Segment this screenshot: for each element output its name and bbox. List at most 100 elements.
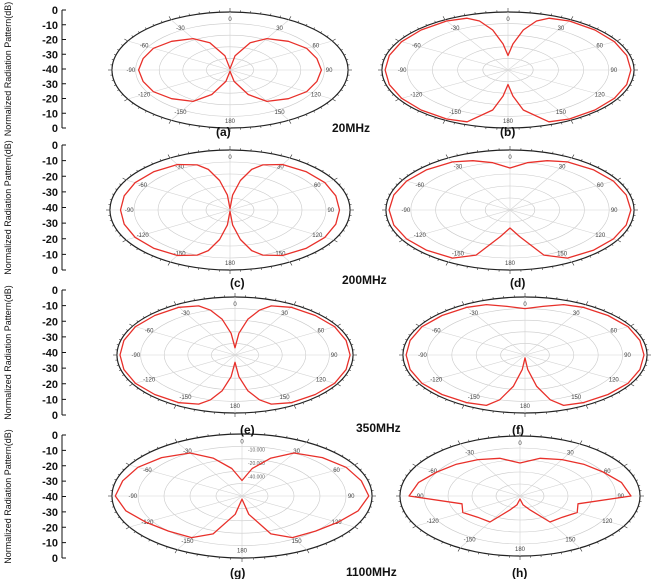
outer-tick-mark xyxy=(453,305,456,308)
outer-tick-mark xyxy=(203,296,205,300)
y-tick-label: -40 xyxy=(42,348,58,360)
y-axis-label: Normalized Radiation Pattern(dB) xyxy=(3,429,13,564)
outer-tick-mark xyxy=(125,462,130,466)
outer-tick-mark xyxy=(639,374,642,376)
outer-tick-mark xyxy=(445,261,449,266)
outer-tick-mark xyxy=(173,301,177,305)
outer-tick-mark xyxy=(167,261,171,266)
outer-tick-mark xyxy=(331,388,334,390)
outer-tick-mark xyxy=(122,468,125,471)
outer-tick-mark xyxy=(626,89,629,91)
outer-tick-mark xyxy=(630,323,635,327)
outer-tick-mark xyxy=(395,38,400,42)
outer-tick-mark xyxy=(152,23,155,26)
outer-tick-mark xyxy=(629,54,632,56)
outer-tick-mark xyxy=(306,162,309,165)
outer-tick-mark xyxy=(117,516,120,519)
outer-tick-mark xyxy=(571,261,575,266)
angle-tick-label: 90 xyxy=(624,353,631,359)
outer-tick-mark xyxy=(449,544,452,547)
angle-tick-label: 30 xyxy=(281,311,288,317)
outer-tick-mark xyxy=(550,436,552,439)
outer-tick-mark xyxy=(588,114,591,117)
outer-tick-mark xyxy=(184,300,186,303)
outer-tick-mark xyxy=(570,120,574,124)
outer-tick-mark xyxy=(341,379,344,381)
angle-tick-label: 90 xyxy=(331,353,338,359)
outer-tick-mark xyxy=(566,409,568,412)
angle-tick-label: -60 xyxy=(145,329,154,335)
outer-tick-mark xyxy=(488,436,490,439)
radiation-pattern-curve-e xyxy=(119,305,351,405)
outer-tick-mark xyxy=(597,252,600,255)
outer-tick-mark xyxy=(316,546,318,549)
outer-tick-mark xyxy=(133,459,136,461)
outer-tick-mark xyxy=(618,316,621,318)
grid-spoke xyxy=(175,304,295,406)
outer-tick-mark xyxy=(442,120,446,124)
outer-tick-mark xyxy=(419,530,422,532)
outer-tick-mark xyxy=(126,329,129,331)
angle-tick-label: 30 xyxy=(573,311,580,317)
outer-tick-mark xyxy=(321,169,324,172)
outer-tick-mark xyxy=(333,450,336,453)
y-tick-label: -30 xyxy=(42,218,58,230)
y-tick-label: -10 xyxy=(42,156,58,168)
angle-tick-label: 150 xyxy=(292,539,303,545)
outer-tick-mark xyxy=(597,165,600,168)
angle-tick-label: 30 xyxy=(277,164,284,170)
angle-tick-label: -60 xyxy=(415,183,424,189)
outer-tick-mark xyxy=(413,248,416,251)
outer-tick-mark xyxy=(343,84,346,86)
outer-tick-mark xyxy=(345,374,348,376)
outer-tick-mark xyxy=(152,114,155,117)
outer-tick-mark xyxy=(604,248,607,251)
outer-tick-mark xyxy=(260,11,262,15)
outer-tick-mark xyxy=(629,193,632,195)
angle-tick-label: 30 xyxy=(276,26,283,32)
outer-tick-mark xyxy=(279,15,281,18)
outer-tick-mark xyxy=(325,392,328,394)
outer-tick-mark xyxy=(270,124,272,127)
outer-tick-mark xyxy=(196,435,198,438)
outer-tick-mark xyxy=(550,124,553,127)
angle-tick-label: -60 xyxy=(140,44,149,50)
outer-tick-mark xyxy=(333,239,338,243)
outer-tick-mark xyxy=(174,549,178,554)
outer-tick-mark xyxy=(456,264,458,267)
outer-tick-mark xyxy=(119,183,122,185)
outer-tick-mark xyxy=(472,407,474,410)
outer-tick-mark xyxy=(117,89,120,91)
outer-tick-mark xyxy=(423,320,426,322)
outer-tick-mark xyxy=(566,298,568,301)
outer-tick-mark xyxy=(384,84,387,86)
freq-label-20mhz: 20MHz xyxy=(332,121,370,135)
y-tick-label: -20 xyxy=(42,522,58,534)
outer-tick-mark xyxy=(136,320,139,322)
panel-label-b: (b) xyxy=(500,125,515,139)
outer-tick-mark xyxy=(275,434,277,437)
outer-tick-mark xyxy=(286,554,288,557)
outer-tick-mark xyxy=(140,454,143,457)
outer-tick-mark xyxy=(388,193,391,195)
outer-tick-mark xyxy=(560,15,563,18)
outer-tick-mark xyxy=(616,38,621,42)
angle-tick-label: 150 xyxy=(275,252,286,258)
outer-tick-mark xyxy=(305,23,308,26)
outer-tick-mark xyxy=(642,369,645,371)
outer-tick-mark xyxy=(364,473,367,476)
outer-tick-mark xyxy=(540,125,542,129)
angle-tick-label: -90 xyxy=(398,68,407,74)
outer-tick-mark xyxy=(270,13,272,16)
angle-tick-label: 0 xyxy=(508,155,512,161)
outer-tick-mark xyxy=(333,177,338,181)
outer-tick-mark xyxy=(112,193,115,195)
outer-tick-mark xyxy=(556,410,558,414)
y-tick-label: 0 xyxy=(52,285,58,297)
outer-tick-mark xyxy=(589,255,592,258)
outer-tick-mark xyxy=(320,31,323,33)
y-tick-label: -10 xyxy=(42,108,58,120)
outer-tick-mark xyxy=(348,339,351,341)
outer-tick-mark xyxy=(576,407,578,410)
outer-tick-mark xyxy=(275,298,277,301)
